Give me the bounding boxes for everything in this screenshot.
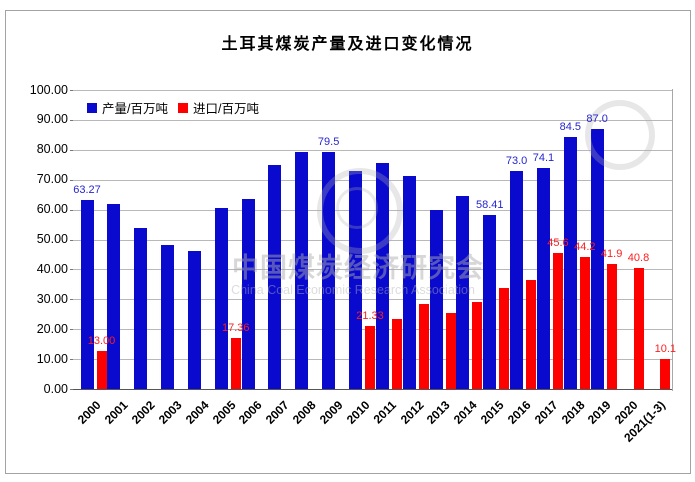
y-axis-tick [70,149,73,151]
gridline [73,239,672,241]
bar-import [391,318,402,390]
value-label-import: 40.8 [627,251,650,264]
bar-production [268,165,282,390]
value-label-production: 58.41 [475,198,504,211]
value-label-import: 44.2 [574,241,596,254]
value-label-production: 73.0 [505,155,528,168]
y-axis-tick-label: 90.00 [36,112,68,127]
y-axis-tick [70,299,73,301]
x-axis-line [73,389,672,390]
bar-import [365,325,375,390]
value-label-import: 45.6 [547,237,569,250]
y-axis-tick [70,329,73,331]
production-swatch-icon [87,102,97,113]
plot-right-border [672,89,673,391]
legend-label-import: 进口/百万吨 [192,102,259,116]
y-axis-tick [70,269,73,271]
bar-production [563,136,577,390]
value-label-production: 79.5 [317,135,340,148]
gridline [73,269,672,271]
y-axis-tick [70,239,73,241]
gridline [73,209,672,211]
gridline [73,90,672,92]
y-axis-tick-label: 60.00 [36,202,68,217]
y-axis-tick-label: 10.00 [36,351,68,366]
legend-label-production: 产量/百万吨 [102,102,168,116]
y-axis-tick [70,119,73,121]
gridline [73,299,672,301]
bar-production [349,170,362,390]
y-axis-tick-label: 100.00 [29,82,68,97]
y-axis-tick [70,179,73,181]
value-label-import: 17.36 [221,321,250,334]
bar-production [187,251,201,390]
value-label-production: 87.0 [586,113,608,126]
bar-production [536,168,550,390]
bar-import [579,257,590,390]
bar-import [418,304,429,390]
y-axis-tick-label: 20.00 [36,321,68,336]
bar-production [322,151,336,390]
gridline [73,119,672,121]
y-axis-tick-label: 80.00 [36,142,68,157]
y-axis-tick-label: 40.00 [36,261,68,276]
bar-production [107,203,121,390]
bar-import [472,302,483,390]
bar-import [96,350,107,390]
bar-import [633,267,644,390]
bar-import [230,337,241,390]
bar-import [552,253,563,390]
bar-import [445,312,456,390]
bar-production [510,171,524,390]
bar-production [134,228,148,390]
bar-production [402,175,416,390]
y-axis-tick [70,389,73,390]
bar-production [80,200,94,390]
bar-production [295,151,309,390]
bar-import [526,280,537,390]
y-axis-tick-label: 30.00 [36,291,68,306]
y-axis-tick-label: 70.00 [36,172,68,187]
y-axis-tick-label: 0.00 [43,381,68,396]
bar-import [499,287,510,390]
y-axis-tick [70,90,73,92]
value-label-production: 63.27 [73,184,101,197]
value-label-import: 41.9 [600,248,623,261]
bar-production [483,214,497,390]
y-axis-tick-label: 50.00 [36,232,68,247]
y-axis-tick [70,359,73,361]
gridline [73,149,672,151]
value-label-production: 84.5 [559,120,581,133]
import-swatch-icon [177,102,188,113]
y-axis-tick [70,209,73,211]
value-label-import: 10.1 [654,343,677,356]
bar-production [375,162,389,390]
chart-title: 土耳其煤炭产量及进口变化情况 [221,36,474,53]
bar-production [161,244,175,390]
value-label-import: 21.33 [356,309,384,322]
bar-production [214,208,228,390]
legend-item-import: 进口/百万吨 [177,98,259,117]
bar-production [241,198,255,390]
gridline [73,179,672,181]
legend-item-production: 产量/百万吨 [87,98,168,117]
bar-production [456,195,470,390]
bar-production [590,129,604,390]
bar-production [429,209,443,390]
value-label-import: 13.00 [87,334,116,347]
legend: 产量/百万吨 进口/百万吨 [87,98,269,117]
value-label-production: 74.1 [532,152,555,164]
bar-import [660,359,671,390]
bar-import [606,264,617,390]
